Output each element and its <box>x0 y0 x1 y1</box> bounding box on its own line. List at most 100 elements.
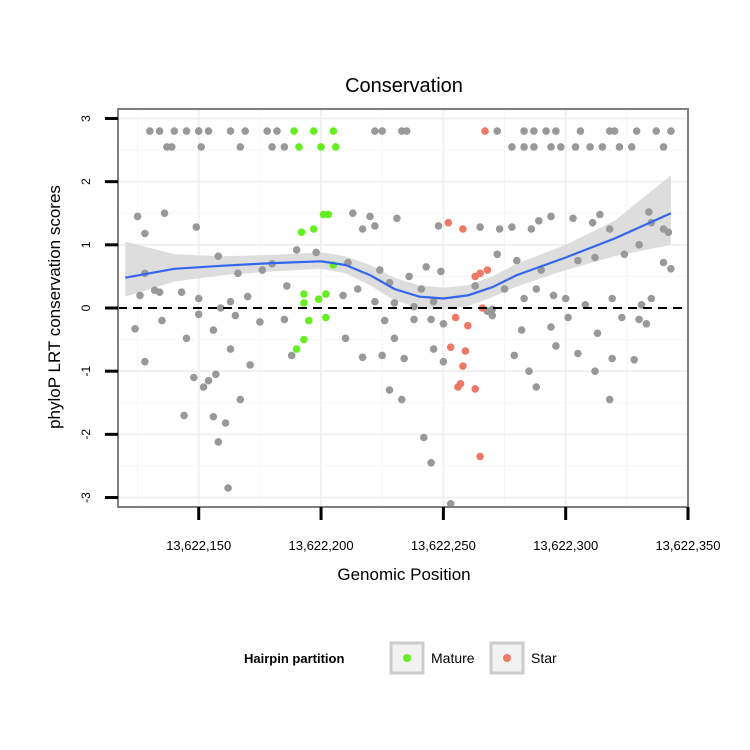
point-other <box>547 212 555 221</box>
point-other <box>427 315 435 324</box>
point-other <box>652 127 660 135</box>
point-other <box>390 334 399 343</box>
point-other <box>520 294 528 303</box>
point-other <box>471 282 480 290</box>
point-other <box>371 297 379 306</box>
y-tick-label: -2 <box>79 429 93 440</box>
point-other <box>371 222 379 230</box>
point-other <box>287 351 296 360</box>
data-points <box>131 127 675 508</box>
y-tick-label: 1 <box>79 241 93 248</box>
x-tick-label: 13,622,200 <box>289 538 354 553</box>
point-other <box>194 294 203 303</box>
point-other <box>429 297 438 306</box>
point-other <box>133 212 142 221</box>
point-other <box>170 127 179 135</box>
confidence-ribbon-layer <box>125 175 671 310</box>
point-other <box>552 127 560 135</box>
y-tick-label: 3 <box>79 115 93 122</box>
axes: 13,622,150 13,622,200 13,622,250 13,622,300… <box>79 108 721 553</box>
y-axis-title: phyloP LRT conservation scores <box>45 185 64 429</box>
point-other <box>197 143 205 151</box>
point-other <box>231 311 240 320</box>
point-other <box>608 354 616 363</box>
legend: Hairpin partition Mature Star <box>244 641 557 675</box>
point-mature <box>300 335 308 344</box>
point-other <box>146 127 154 135</box>
point-other <box>520 143 528 151</box>
x-tick-label: 13,622,150 <box>166 538 231 553</box>
legend-title: Hairpin partition <box>244 651 344 666</box>
point-mature <box>309 225 318 233</box>
chart-title: Conservation <box>345 75 463 97</box>
point-other <box>635 241 643 249</box>
point-star <box>459 362 467 370</box>
point-other <box>632 127 641 135</box>
point-other <box>434 222 443 230</box>
point-other <box>598 143 607 151</box>
point-other <box>194 127 203 135</box>
point-other <box>378 127 387 135</box>
y-tick-label: 0 <box>79 304 93 311</box>
point-other <box>182 334 191 343</box>
point-star <box>461 347 470 355</box>
point-other <box>547 143 555 151</box>
point-other <box>495 225 504 233</box>
point-other <box>353 285 362 293</box>
point-other <box>437 267 445 276</box>
point-other <box>591 253 599 262</box>
point-other <box>158 316 166 325</box>
point-other <box>586 143 594 151</box>
point-mature <box>300 299 308 307</box>
y-tick-label: 2 <box>79 178 93 185</box>
point-other <box>427 459 435 467</box>
point-star <box>471 385 480 393</box>
point-other <box>366 212 374 221</box>
point-mature <box>317 143 325 151</box>
point-other <box>236 143 245 151</box>
point-other <box>204 376 213 385</box>
point-other <box>667 265 675 273</box>
point-other <box>190 373 198 382</box>
point-other <box>226 127 235 135</box>
point-other <box>131 325 139 333</box>
legend-swatch-star <box>503 654 511 662</box>
point-star <box>444 218 453 227</box>
point-other <box>610 127 619 135</box>
point-other <box>530 143 538 151</box>
point-other <box>588 218 597 227</box>
point-other <box>645 208 653 216</box>
point-other <box>620 250 629 259</box>
point-other <box>263 127 272 135</box>
point-other <box>182 127 191 135</box>
point-other <box>180 411 188 420</box>
point-other <box>141 357 149 366</box>
point-other <box>241 127 249 135</box>
point-star <box>464 321 472 330</box>
point-other <box>446 500 455 508</box>
point-other <box>214 438 223 446</box>
point-mature <box>309 127 318 135</box>
legend-swatch-mature <box>403 654 411 662</box>
point-other <box>635 315 643 324</box>
point-other <box>258 266 267 274</box>
point-other <box>637 301 646 309</box>
point-other <box>488 311 497 320</box>
point-other <box>234 269 242 278</box>
point-other <box>547 323 555 331</box>
point-other <box>439 320 448 328</box>
point-other <box>659 258 668 267</box>
point-other <box>508 143 516 151</box>
point-other <box>664 228 673 236</box>
point-other <box>400 354 409 363</box>
point-other <box>405 272 413 281</box>
smooth-line-layer <box>118 212 688 309</box>
point-other <box>591 367 599 376</box>
point-other <box>341 334 350 343</box>
smooth-line <box>125 212 672 300</box>
point-other <box>273 127 281 135</box>
point-other <box>358 353 367 362</box>
point-other <box>525 367 533 376</box>
point-other <box>385 386 394 394</box>
